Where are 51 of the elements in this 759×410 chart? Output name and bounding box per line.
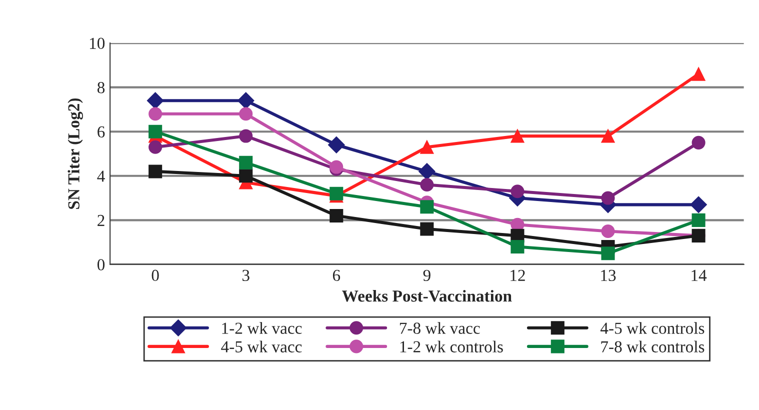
point <box>239 107 253 121</box>
y-tick-label: 10 <box>90 38 105 49</box>
y-axis-title: SN Titer (Log2) <box>68 98 83 209</box>
point <box>146 92 164 109</box>
point <box>420 222 434 236</box>
y-tick-label: 2 <box>98 214 104 226</box>
point <box>330 160 344 174</box>
legend-label: 7-8 wk vacc <box>400 322 480 334</box>
point <box>690 196 707 214</box>
legend-label: 7-8 wk controls <box>601 340 704 352</box>
x-tick-label: 12 <box>510 270 525 281</box>
point <box>239 156 253 170</box>
point <box>330 186 344 200</box>
point <box>601 129 615 143</box>
point <box>510 129 524 143</box>
legend-label: 4-5 wk vacc <box>221 340 302 352</box>
x-tick-label: 14 <box>692 270 707 281</box>
point <box>510 184 524 198</box>
point <box>328 136 345 154</box>
x-tick-label: 13 <box>601 270 616 282</box>
point <box>239 129 253 143</box>
point <box>510 240 524 254</box>
legend-label: 4-5 wk controls <box>600 322 704 334</box>
x-tick-label: 3 <box>242 270 250 282</box>
y-tick-label: 8 <box>97 82 105 94</box>
point <box>148 107 162 121</box>
x-tick-label: 9 <box>423 270 430 282</box>
y-tick-label: 6 <box>98 126 105 138</box>
legend-label: 1-2 wk controls <box>400 340 503 352</box>
point <box>692 67 706 81</box>
point <box>692 213 706 227</box>
point <box>420 178 434 192</box>
x-axis-title: Weeks Post-Vaccination <box>342 290 512 302</box>
point <box>148 124 162 138</box>
legend-label: 1-2 wk vacc <box>222 322 302 334</box>
point <box>330 208 344 223</box>
x-tick-label: 6 <box>332 270 340 282</box>
x-tick-label: 0 <box>152 270 159 282</box>
point <box>418 163 436 180</box>
point <box>601 224 615 238</box>
y-tick-label: 0 <box>97 259 105 270</box>
point <box>148 140 162 154</box>
y-tick-label: 4 <box>97 170 105 182</box>
point <box>601 246 615 260</box>
point <box>601 191 615 205</box>
point <box>148 164 162 178</box>
point <box>420 200 434 214</box>
point <box>237 92 254 109</box>
point <box>692 136 706 150</box>
point <box>239 169 253 183</box>
point <box>420 140 434 154</box>
